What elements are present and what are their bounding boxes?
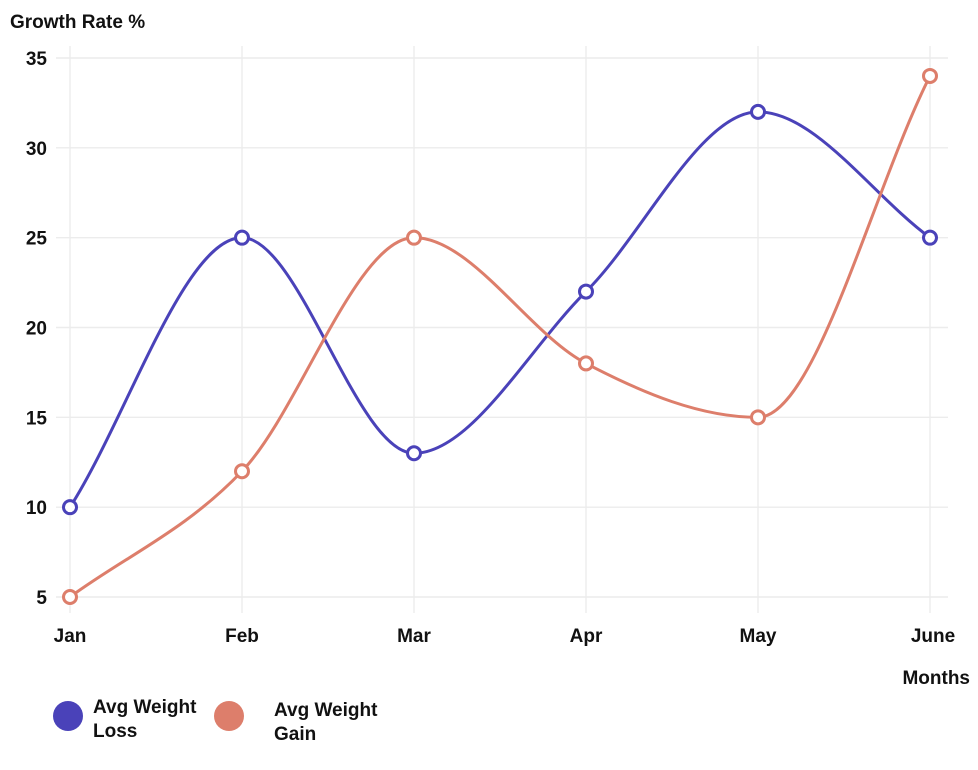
series-group — [62, 67, 938, 605]
y-tick-label: 35 — [26, 49, 48, 70]
y-tick-label: 5 — [36, 588, 47, 609]
y-tick-label: 15 — [26, 408, 48, 429]
data-point[interactable] — [922, 229, 938, 246]
data-point[interactable] — [578, 355, 594, 372]
series-line-1 — [68, 74, 932, 599]
x-tick-label: Jan — [54, 626, 87, 647]
x-tick-label: May — [740, 626, 777, 647]
legend-item[interactable]: Avg Weight Gain — [214, 700, 378, 745]
legend-label: Avg Weight Gain — [274, 700, 378, 745]
x-axis-title: Months — [902, 668, 970, 689]
legend[interactable]: Avg Weight Loss Avg Weight Gain — [53, 697, 378, 745]
x-tick-label: June — [911, 626, 955, 647]
x-tick-label: Feb — [225, 626, 259, 647]
y-tick-label: 10 — [26, 498, 47, 519]
grid — [56, 46, 948, 613]
legend-swatch — [53, 701, 83, 731]
data-point[interactable] — [234, 229, 250, 246]
y-tick-label: 25 — [26, 229, 48, 250]
y-axis-title: Growth Rate % — [10, 12, 145, 33]
data-point[interactable] — [234, 463, 250, 480]
data-point[interactable] — [922, 67, 938, 84]
data-point[interactable] — [62, 499, 78, 516]
data-point[interactable] — [406, 229, 422, 246]
x-tick-label: Mar — [397, 626, 431, 647]
y-tick-label: 30 — [26, 139, 47, 160]
y-tick-label: 20 — [26, 319, 47, 340]
x-tick-label: Apr — [570, 626, 603, 647]
legend-label: Avg Weight Loss — [93, 697, 197, 742]
data-point[interactable] — [578, 283, 594, 300]
data-point[interactable] — [750, 103, 766, 120]
legend-swatch — [214, 701, 244, 731]
legend-item[interactable]: Avg Weight Loss — [53, 697, 197, 742]
series-line-0 — [68, 110, 932, 509]
data-point[interactable] — [62, 589, 78, 605]
axis-labels: Growth Rate % Months 5 10 15 20 25 30 35 Jan Feb… — [10, 12, 970, 689]
data-point[interactable] — [750, 409, 766, 426]
data-point[interactable] — [406, 445, 422, 462]
